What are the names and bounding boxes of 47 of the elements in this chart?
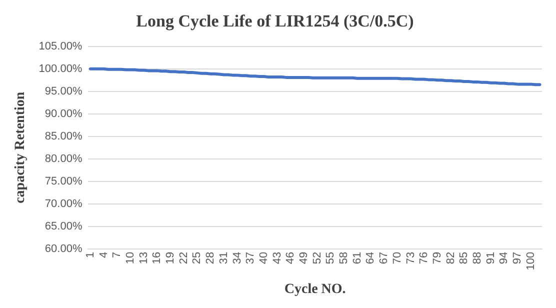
x-tick-label: 7: [111, 252, 124, 258]
x-tick-label: 10: [124, 252, 137, 264]
x-tick-label: 67: [378, 252, 390, 264]
y-tick-label: 85.00%: [44, 130, 82, 142]
x-tick-label: 37: [244, 252, 257, 264]
x-tick-label: 79: [431, 252, 444, 264]
x-tick-label: 64: [364, 252, 377, 264]
x-tick-label: 1: [84, 252, 96, 258]
x-tick-label: 40: [258, 252, 270, 264]
y-tick-label: 100.00%: [38, 62, 82, 75]
x-tick-label: 76: [418, 252, 430, 264]
x-tick-label: 19: [164, 252, 177, 264]
y-tick-label: 65.00%: [44, 220, 82, 232]
x-tick-label: 91: [484, 252, 497, 264]
y-tick-label: 80.00%: [44, 152, 82, 165]
x-tick-label: 49: [298, 252, 310, 264]
x-tick-label: 73: [404, 252, 417, 264]
x-tick-label: 94: [498, 252, 510, 264]
chart-title: Long Cycle Life of LIR1254 (3C/0.5C): [136, 12, 414, 31]
y-tick-label: 60.00%: [44, 242, 82, 255]
x-tick-label: 31: [218, 252, 230, 264]
x-tick-label: 16: [151, 252, 164, 264]
x-tick-label: 22: [178, 252, 190, 264]
x-tick-label: 70: [391, 252, 404, 264]
x-tick-label: 4: [98, 252, 110, 258]
x-tick-label: 82: [444, 252, 457, 264]
x-tick-label: 34: [231, 252, 244, 264]
x-axis-title: Cycle NO.: [284, 282, 346, 298]
x-tick-label: 43: [271, 252, 284, 264]
y-axis-title: capacity Retention: [13, 92, 28, 204]
x-tick-label: 97: [512, 252, 524, 264]
x-tick-label: 46: [284, 252, 297, 264]
x-tick-label: 28: [204, 252, 217, 264]
y-tick-label: 90.00%: [44, 108, 82, 120]
y-tick-label: 105.00%: [38, 40, 82, 52]
x-tick-label: 52: [311, 252, 324, 264]
x-tick-label: 61: [351, 252, 364, 264]
y-tick-label: 95.00%: [44, 85, 82, 98]
y-tick-label: 70.00%: [44, 198, 82, 210]
x-tick-label: 13: [138, 252, 150, 264]
x-tick-label: 58: [338, 252, 350, 264]
x-tick-label: 85: [458, 252, 470, 264]
x-tick-label: 25: [191, 252, 204, 264]
y-tick-label: 75.00%: [44, 175, 82, 188]
x-tick-label: 88: [471, 252, 484, 264]
x-tick-label: 100: [524, 252, 537, 270]
x-tick-label: 55: [324, 252, 337, 264]
